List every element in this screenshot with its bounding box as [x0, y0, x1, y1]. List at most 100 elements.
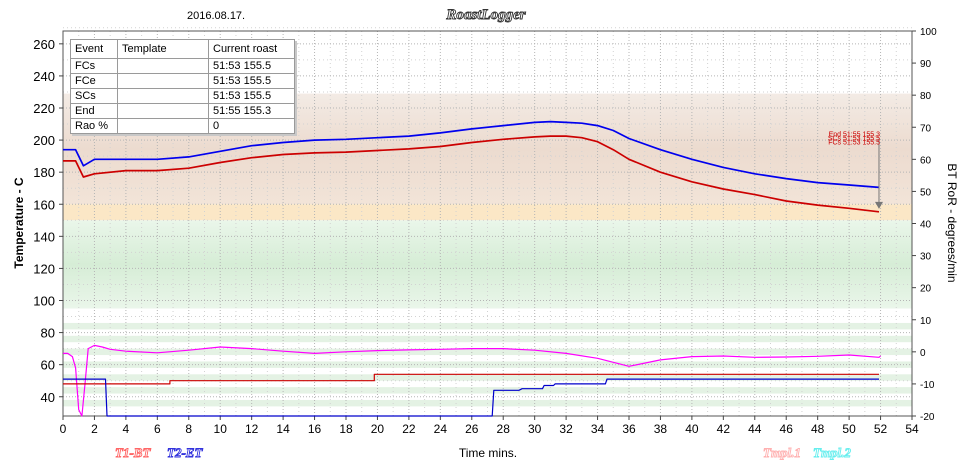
y2-tick-label: -10 [920, 380, 935, 391]
x-tick-label: 6 [154, 422, 161, 436]
y2-tick-label: 60 [920, 155, 932, 166]
series-t2-et [63, 120, 880, 189]
y2-tick-label: 10 [920, 316, 932, 327]
y2-tick-label: 0 [920, 348, 926, 359]
legend-tmpl2: Tmpl.2 [813, 445, 851, 460]
x-tick-label: 8 [185, 422, 192, 436]
template-cell [117, 73, 209, 89]
column-header-current-roast: Current roast [208, 39, 295, 59]
y2-tick-label: 90 [920, 59, 932, 70]
y2-tick-label: 20 [920, 284, 932, 295]
x-axis-label: Time mins. [459, 446, 517, 460]
current-cell: 51:53 155.5 [208, 58, 295, 74]
x-tick-label: 22 [402, 422, 416, 436]
x-tick-label: 38 [654, 422, 668, 436]
event-cell: FCe [70, 73, 118, 89]
y2-tick-label: -20 [920, 412, 935, 423]
y2-tick-label: 30 [920, 252, 932, 263]
x-tick-label: 0 [60, 422, 67, 436]
table-row: Rao % 0 [70, 118, 295, 134]
ror-stripe [63, 387, 912, 394]
x-tick-label: 2 [91, 422, 98, 436]
current-cell: 51:53 155.5 [208, 88, 295, 104]
x-tick-label: 42 [717, 422, 731, 436]
chart-series [63, 120, 881, 417]
annotation-end: End 51:55 155.3 [829, 131, 880, 138]
app-title: RoastLogger [445, 7, 525, 23]
x-tick-label: 18 [339, 422, 353, 436]
drying-band [63, 220, 912, 309]
chart-axes: 0 2 4 6 8 10 12 14 16 18 20 22 24 26 28 30 32 34 36 38 40 42 4… [33, 27, 937, 436]
current-cell: 51:53 155.5 [208, 73, 295, 89]
annotation-fcs: FCs 51:53 155.5 [828, 139, 880, 146]
y-tick-label: 220 [33, 101, 55, 116]
y2-tick-label: 40 [920, 220, 932, 231]
event-cell: FCs [70, 58, 118, 74]
series-ror-red [63, 373, 879, 385]
x-tick-label: 54 [905, 422, 919, 436]
column-header-event: Event [70, 39, 118, 59]
table-row: FCe 51:53 155.5 [70, 73, 295, 89]
y-tick-label: 200 [33, 133, 55, 148]
chart-grid [62, 27, 913, 416]
ror-stripe [63, 374, 912, 381]
x-tick-label: 12 [245, 422, 259, 436]
chart-labels: 2016.08.17. RoastLogger Time mins. Tempe… [12, 7, 959, 461]
x-tick-label: 4 [123, 422, 130, 436]
y2-tick-label: 70 [920, 123, 932, 134]
y2-axis-label: BT RoR - degrees/min [945, 163, 959, 282]
x-tick-label: 30 [528, 422, 542, 436]
x-tick-label: 48 [811, 422, 825, 436]
table-row: SCs 51:53 155.5 [70, 88, 295, 104]
x-tick-label: 24 [434, 422, 448, 436]
ror-stripe [63, 361, 912, 368]
events-table-header: Event Template Current roast [70, 39, 295, 59]
legend-t2-et: T2-ET [167, 445, 203, 460]
event-annotations: End 51:55 155.3 SCs 51:53 155.5 FCs 51:5… [828, 131, 880, 146]
date-label: 2016.08.17. [187, 10, 245, 22]
annotation-scs: SCs 51:53 155.5 [828, 135, 880, 142]
legend-tmpl1: Tmpl.1 [763, 445, 801, 460]
event-cell: SCs [70, 88, 118, 104]
column-header-template: Template [117, 39, 209, 59]
x-tick-label: 40 [685, 422, 699, 436]
x-tick-label: 44 [748, 422, 762, 436]
x-tick-label: 16 [308, 422, 322, 436]
event-cell: Rao % [70, 118, 118, 134]
template-cell [117, 88, 209, 104]
y-tick-label: 240 [33, 69, 55, 84]
y-tick-label: 100 [33, 294, 55, 309]
x-tick-label: 52 [874, 422, 888, 436]
y-tick-label: 80 [41, 326, 55, 341]
y-axis-label: Temperature - C [12, 177, 26, 268]
table-row: FCs 51:53 155.5 [70, 58, 295, 74]
legend-t1-bt: T1-BT [115, 445, 151, 460]
x-tick-label: 20 [371, 422, 385, 436]
drying-end-band [63, 204, 912, 221]
template-cell [117, 58, 209, 74]
x-tick-label: 50 [842, 422, 856, 436]
events-table: Event Template Current roast FCs 51:53 1… [70, 39, 295, 134]
y2-tick-label: 100 [920, 27, 937, 38]
y-tick-label: 60 [41, 358, 55, 373]
end-marker-arrow [874, 201, 883, 209]
y-tick-label: 180 [33, 165, 55, 180]
table-row: End 51:55 155.3 [70, 103, 295, 119]
event-cell: End [70, 103, 118, 119]
current-cell: 51:55 155.3 [208, 103, 295, 119]
y2-tick-label: 50 [920, 187, 932, 198]
ror-stripe [63, 322, 912, 330]
template-cell [117, 118, 209, 134]
x-tick-label: 14 [276, 422, 290, 436]
series-ror-blue [63, 378, 879, 417]
x-tick-label: 34 [591, 422, 605, 436]
x-tick-label: 32 [559, 422, 573, 436]
x-tick-label: 36 [622, 422, 636, 436]
y-tick-label: 260 [33, 37, 55, 52]
current-cell: 0 [208, 118, 295, 134]
y-tick-label: 140 [33, 229, 55, 244]
x-tick-label: 26 [465, 422, 479, 436]
y-tick-label: 120 [33, 261, 55, 276]
x-tick-label: 46 [780, 422, 794, 436]
